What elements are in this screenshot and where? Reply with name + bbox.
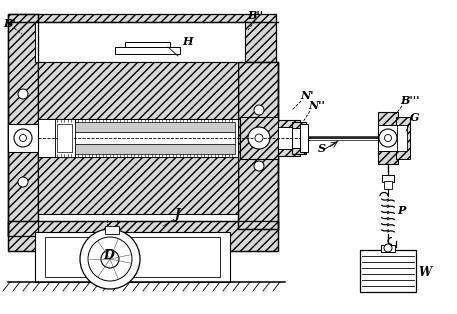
- Bar: [38, 157, 238, 214]
- Bar: [382, 175, 394, 182]
- Circle shape: [384, 244, 392, 252]
- Bar: [115, 47, 180, 54]
- Bar: [55, 122, 235, 132]
- Bar: [238, 62, 278, 229]
- Bar: [35, 232, 230, 282]
- Bar: [105, 226, 119, 234]
- Circle shape: [14, 129, 32, 147]
- Text: B''': B''': [400, 95, 420, 106]
- Bar: [396, 117, 410, 159]
- Text: N': N': [300, 90, 314, 101]
- Bar: [57, 124, 72, 152]
- Circle shape: [88, 237, 132, 281]
- Bar: [8, 221, 278, 251]
- Bar: [8, 14, 276, 62]
- Text: P: P: [397, 205, 405, 216]
- Bar: [397, 125, 407, 151]
- Bar: [378, 125, 398, 151]
- Text: H: H: [182, 36, 192, 47]
- Text: S: S: [318, 143, 326, 154]
- Text: G: G: [410, 112, 420, 123]
- Bar: [125, 42, 170, 47]
- Bar: [238, 62, 278, 229]
- Text: W: W: [418, 266, 431, 279]
- Bar: [300, 124, 308, 152]
- Bar: [240, 117, 278, 159]
- Text: B'': B'': [247, 10, 263, 21]
- Bar: [292, 128, 302, 148]
- Circle shape: [255, 134, 263, 142]
- Bar: [8, 221, 278, 251]
- Bar: [360, 250, 416, 292]
- Text: N'': N'': [308, 100, 325, 111]
- Text: D: D: [103, 249, 114, 262]
- Text: B': B': [3, 18, 16, 29]
- Bar: [8, 14, 38, 236]
- Circle shape: [18, 177, 28, 187]
- Bar: [55, 132, 235, 144]
- Circle shape: [80, 229, 140, 289]
- Bar: [8, 14, 38, 236]
- Bar: [8, 124, 38, 152]
- Bar: [55, 144, 235, 154]
- Bar: [38, 62, 238, 119]
- Bar: [278, 120, 300, 156]
- Bar: [384, 181, 392, 189]
- Circle shape: [384, 134, 392, 142]
- Bar: [381, 245, 395, 252]
- Bar: [278, 127, 292, 149]
- Circle shape: [20, 134, 27, 142]
- Circle shape: [254, 105, 264, 115]
- Bar: [45, 237, 220, 277]
- Circle shape: [18, 89, 28, 99]
- Circle shape: [101, 250, 119, 268]
- Bar: [35, 22, 245, 62]
- Circle shape: [254, 161, 264, 171]
- Bar: [55, 119, 75, 157]
- Bar: [378, 112, 398, 164]
- Circle shape: [248, 127, 270, 149]
- Bar: [38, 119, 238, 157]
- Circle shape: [379, 129, 397, 147]
- Bar: [292, 122, 306, 154]
- Text: J: J: [175, 208, 181, 221]
